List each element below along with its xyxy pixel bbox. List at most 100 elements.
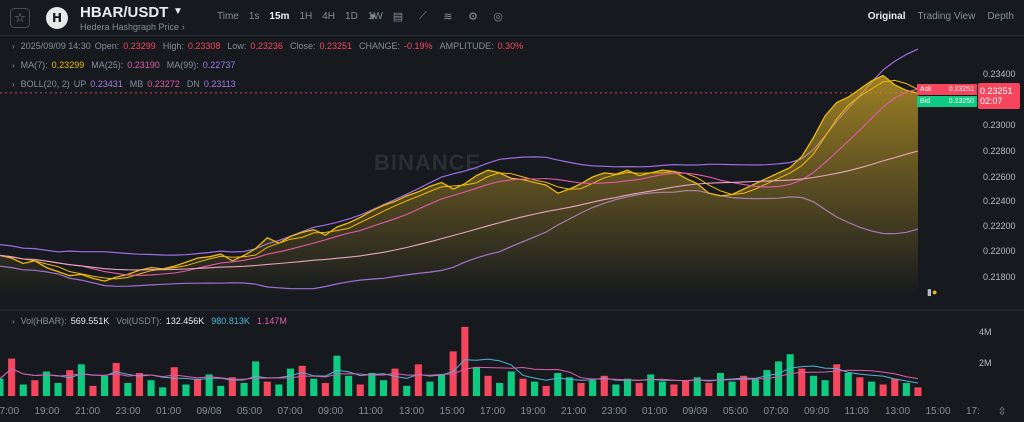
volume-bar bbox=[519, 378, 527, 396]
volume-bar bbox=[77, 364, 85, 396]
candle-countdown: 02:07 bbox=[980, 96, 1003, 106]
volume-bar bbox=[670, 384, 678, 396]
indicator-icon[interactable]: ▤ bbox=[392, 10, 404, 23]
volume-bar bbox=[612, 384, 620, 396]
time-tick: 19:00 bbox=[34, 406, 60, 417]
volume-bar bbox=[821, 380, 829, 396]
ma99-value: 0.22737 bbox=[202, 60, 236, 70]
volume-bar bbox=[403, 385, 411, 396]
interval-1w[interactable]: 1W bbox=[367, 11, 383, 22]
price-area-fill bbox=[0, 75, 918, 296]
volume-tick: 4M bbox=[979, 327, 992, 337]
volume-bar bbox=[252, 361, 260, 396]
vol-hbar-value: 569.551K bbox=[70, 316, 110, 326]
pair-subtitle[interactable]: Hedera Hashgraph Price › bbox=[80, 22, 185, 32]
interval-1h[interactable]: 1H bbox=[299, 11, 313, 22]
time-tick: 17: bbox=[966, 406, 980, 417]
price-chart[interactable] bbox=[0, 36, 1024, 422]
last-price-tag: 0.23251 02:07 bbox=[978, 83, 1020, 109]
vol-usdt-value: 132.456K bbox=[165, 316, 205, 326]
view-trading-view[interactable]: Trading View bbox=[917, 11, 976, 22]
time-tick: 09/08 bbox=[196, 406, 222, 417]
ma7-value: 0.23299 bbox=[51, 60, 85, 70]
top-bar: ☆ H HBAR/USDT ▼ Hedera Hashgraph Price ›… bbox=[0, 0, 1024, 36]
interval-15m[interactable]: 15m bbox=[269, 11, 290, 22]
volume-bar bbox=[333, 355, 341, 396]
volume-bar bbox=[275, 384, 283, 396]
volume-tick: 2M bbox=[979, 358, 992, 368]
view-depth[interactable]: Depth bbox=[987, 11, 1014, 22]
volume-bar bbox=[228, 377, 236, 396]
volume-row: › Vol(HBAR): 569.551K Vol(USDT): 132.456K … bbox=[12, 316, 287, 326]
volume-bar bbox=[391, 368, 399, 396]
collapse-chevron-icon[interactable]: › bbox=[12, 60, 15, 70]
trading-pair-title[interactable]: HBAR/USDT bbox=[80, 4, 169, 21]
time-tick: 01:00 bbox=[156, 406, 182, 417]
time-tick: 21:00 bbox=[75, 406, 101, 417]
binance-watermark: BINANCE bbox=[374, 150, 482, 175]
interval-time[interactable]: Time bbox=[217, 11, 239, 22]
hbar-coin-icon: H bbox=[46, 7, 68, 29]
volume-ma-line bbox=[0, 366, 919, 382]
volume-bar bbox=[31, 380, 39, 396]
view-original[interactable]: Original bbox=[867, 11, 906, 22]
volume-bar bbox=[101, 375, 109, 396]
volume-bar bbox=[147, 380, 155, 396]
volume-bar bbox=[112, 362, 120, 396]
volume-bar bbox=[414, 364, 422, 396]
boll-upper-band bbox=[0, 48, 919, 256]
volume-bar bbox=[531, 381, 539, 396]
volume-bar bbox=[368, 373, 376, 396]
settings-icon[interactable]: ⚙ bbox=[468, 10, 478, 23]
interval-4h[interactable]: 4H bbox=[322, 11, 336, 22]
collapse-chevron-icon[interactable]: › bbox=[12, 41, 15, 51]
interval-1s[interactable]: 1s bbox=[248, 11, 260, 22]
drawing-icon[interactable]: ≋ bbox=[443, 10, 453, 23]
high-value: 0.23308 bbox=[187, 41, 221, 51]
volume-bar bbox=[623, 378, 631, 396]
close-value: 0.23251 bbox=[319, 41, 353, 51]
time-tick: 09:00 bbox=[318, 406, 344, 417]
interval-1d[interactable]: 1D bbox=[345, 11, 358, 22]
pair-dropdown-icon[interactable]: ▼ bbox=[173, 6, 183, 17]
last-price: 0.23251 bbox=[980, 86, 1013, 96]
volume-bar bbox=[635, 383, 643, 396]
time-tick: 07:00 bbox=[763, 406, 789, 417]
volume-bar bbox=[298, 365, 306, 396]
time-tick: 23:00 bbox=[115, 406, 141, 417]
boll-row: › BOLL(20, 2) UP 0.23431 MB 0.23272 DN 0.23… bbox=[12, 79, 236, 89]
volume-bar bbox=[194, 378, 202, 396]
volume-bar bbox=[647, 374, 655, 396]
target-icon[interactable]: ◎ bbox=[493, 10, 503, 23]
volume-bar bbox=[682, 380, 690, 396]
volume-bar bbox=[600, 375, 608, 396]
alert-bell-icon[interactable]: ▮● bbox=[927, 287, 938, 297]
axis-resize-icon[interactable]: ⇳ bbox=[997, 405, 1007, 418]
volume-bar bbox=[426, 381, 434, 396]
volume-bar bbox=[565, 377, 573, 396]
chevron-down-icon[interactable]: ▾ bbox=[370, 10, 376, 23]
volume-bar bbox=[716, 373, 724, 396]
favorite-star-icon[interactable]: ☆ bbox=[10, 8, 30, 28]
ohlc-date: 2025/09/09 14:30 bbox=[20, 41, 91, 51]
time-tick: 23:00 bbox=[601, 406, 627, 417]
volume-bar bbox=[589, 380, 597, 396]
volume-bar bbox=[763, 370, 771, 396]
collapse-chevron-icon[interactable]: › bbox=[12, 316, 15, 326]
low-value: 0.23236 bbox=[250, 41, 283, 51]
volume-bar bbox=[484, 375, 492, 396]
volume-bar bbox=[554, 373, 562, 396]
ask-tag: Ask 0.23251 bbox=[917, 84, 977, 95]
time-tick: 17:00 bbox=[480, 406, 506, 417]
line-chart-icon[interactable]: ⟋ bbox=[419, 9, 427, 22]
volume-bar bbox=[321, 383, 329, 396]
volume-bar bbox=[542, 385, 550, 396]
volume-bar bbox=[798, 368, 806, 396]
ma25-value: 0.23190 bbox=[127, 60, 160, 70]
time-tick: 21:00 bbox=[561, 406, 587, 417]
volume-bar bbox=[728, 381, 736, 396]
volume-bar bbox=[8, 358, 16, 396]
volume-bar bbox=[286, 368, 294, 396]
collapse-chevron-icon[interactable]: › bbox=[12, 79, 15, 89]
volume-bar bbox=[809, 375, 817, 396]
